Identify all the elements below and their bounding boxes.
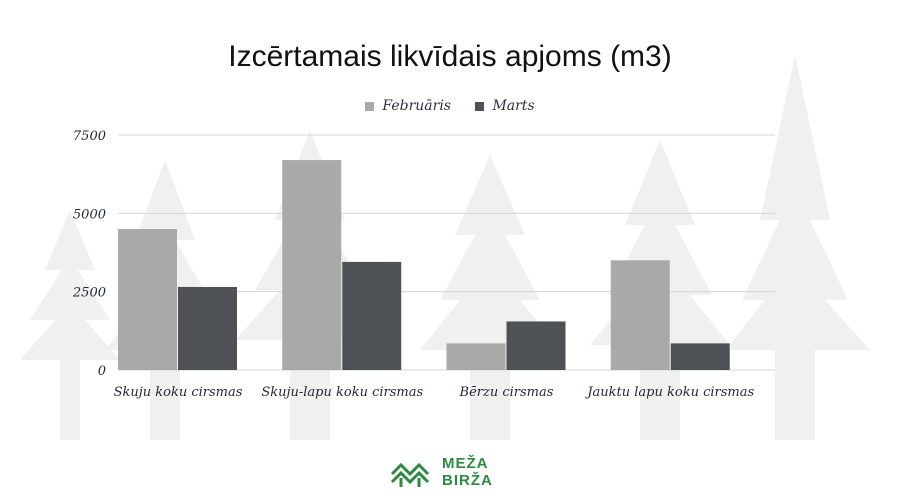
forest-logo-icon xyxy=(390,462,430,487)
y-tick-label-0: 0 xyxy=(98,364,106,379)
legend-swatch-marts xyxy=(475,101,485,111)
bar-februāris-2 xyxy=(446,343,506,370)
legend-swatch-februaris xyxy=(365,101,375,111)
chart-title: Izcērtamais likvīdais apjoms (m3) xyxy=(228,40,672,73)
logo-line-1: MEŽA xyxy=(442,455,489,472)
x-category-label-3: Jauktu lapu koku cirsmas xyxy=(584,385,754,400)
bar-februāris-3 xyxy=(610,260,670,370)
bar-marts-1 xyxy=(342,261,402,370)
bar-marts-2 xyxy=(506,321,566,370)
y-tick-label-3: 7500 xyxy=(73,129,106,144)
meza-birza-logo: MEŽA BIRŽA xyxy=(390,452,493,492)
y-tick-label-1: 2500 xyxy=(72,286,106,301)
x-category-label-1: Skuju-lapu koku cirsmas xyxy=(261,385,423,400)
x-category-label-0: Skuju koku cirsmas xyxy=(114,385,243,400)
chart-legend: Februāris Marts xyxy=(0,98,900,115)
legend-item-februaris: Februāris xyxy=(365,98,451,114)
bar-marts-0 xyxy=(178,286,237,370)
legend-label-marts: Marts xyxy=(492,98,535,114)
legend-label-februaris: Februāris xyxy=(382,98,451,114)
legend-item-marts: Marts xyxy=(475,98,535,114)
bar-februāris-0 xyxy=(118,229,177,370)
bar-marts-3 xyxy=(670,343,730,370)
bar-februāris-1 xyxy=(282,160,342,370)
logo-wordmark: MEŽA BIRŽA xyxy=(442,455,493,489)
y-tick-label-2: 5000 xyxy=(73,207,106,222)
logo-line-2: BIRŽA xyxy=(442,472,493,489)
x-category-label-2: Bērzu cirsmas xyxy=(459,385,554,400)
